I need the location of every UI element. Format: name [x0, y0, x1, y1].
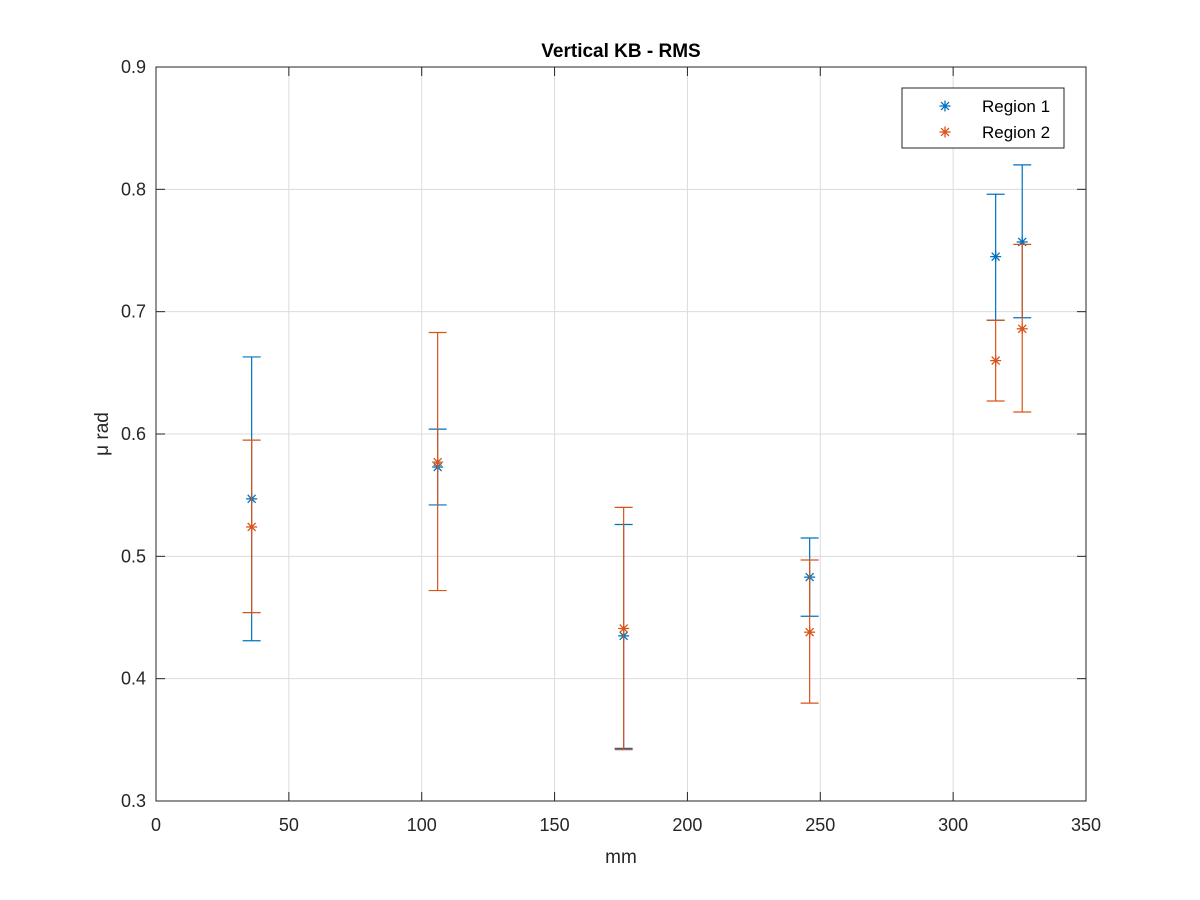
legend-item: Region 1 [939, 97, 1050, 116]
data-point [990, 251, 1002, 263]
y-tick-label: 0.8 [121, 179, 146, 199]
y-axis-label: μ rad [92, 412, 113, 456]
y-tick-label: 0.3 [121, 791, 146, 811]
legend: Region 1 Region 2 [901, 87, 1065, 149]
y-tick-label: 0.7 [121, 302, 146, 322]
plot-data [242, 164, 1032, 751]
data-point [432, 456, 444, 468]
legend-marker [939, 100, 951, 112]
axis-ticks: 0 50 100 150 200 250 300 350 0.3 0.4 0.5 0.6 0.7 0.8 0… [121, 57, 1101, 835]
data-point [804, 626, 816, 638]
legend-item: Region 2 [939, 123, 1050, 142]
series-1 [242, 164, 1032, 749]
legend-box [901, 87, 1065, 149]
x-tick-label: 350 [1071, 815, 1101, 835]
y-tick-label: 0.5 [121, 546, 146, 566]
x-tick-label: 0 [151, 815, 161, 835]
x-axis-label: mm [605, 847, 637, 868]
data-point [618, 623, 630, 635]
x-tick-label: 50 [279, 815, 299, 835]
legend-label: Region 1 [982, 97, 1050, 116]
x-tick-label: 250 [805, 815, 835, 835]
x-tick-label: 300 [938, 815, 968, 835]
legend-label: Region 2 [982, 123, 1050, 142]
y-tick-label: 0.9 [121, 57, 146, 77]
x-tick-label: 150 [540, 815, 570, 835]
data-point [990, 355, 1002, 367]
x-tick-label: 200 [672, 815, 702, 835]
data-point [1016, 323, 1028, 335]
legend-marker [939, 126, 951, 138]
chart-title: Vertical KB - RMS [541, 41, 700, 62]
y-tick-label: 0.6 [121, 424, 146, 444]
x-tick-label: 100 [407, 815, 437, 835]
y-tick-label: 0.4 [121, 669, 146, 689]
series-2 [242, 243, 1032, 751]
grid [156, 67, 1086, 801]
data-point [246, 521, 258, 533]
